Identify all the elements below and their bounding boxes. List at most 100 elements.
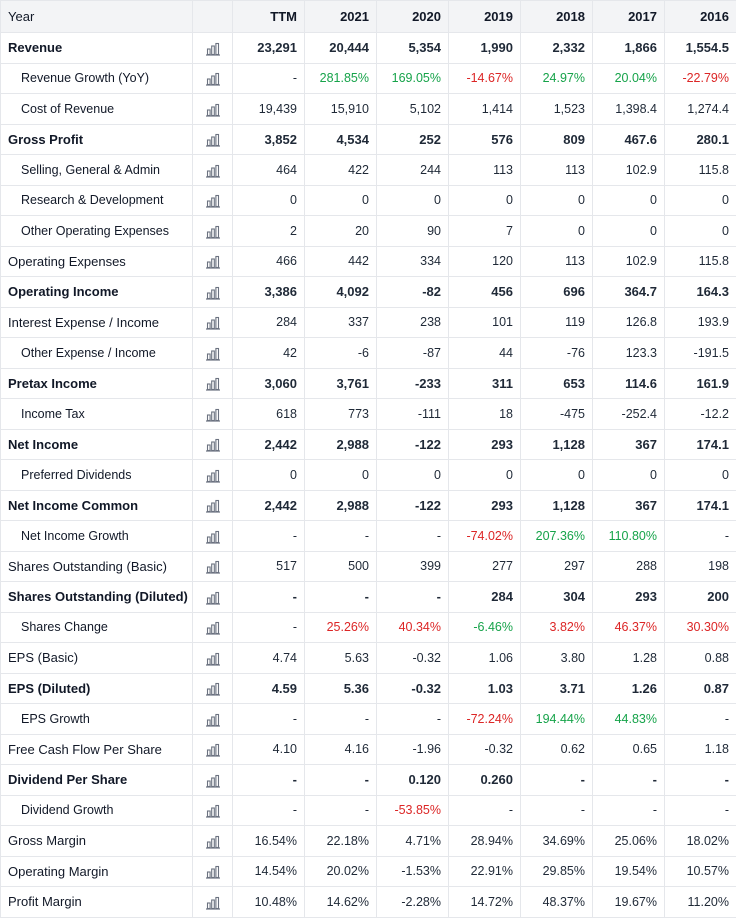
- table-cell: 0.88: [664, 642, 736, 674]
- bar-chart-icon[interactable]: [192, 62, 233, 94]
- table-cell: 14.72%: [448, 886, 521, 918]
- table-cell: -: [664, 520, 736, 552]
- table-cell: -: [304, 703, 377, 735]
- table-cell: 0.65: [592, 733, 665, 765]
- table-cell: 22.91%: [448, 855, 521, 887]
- table-cell: 0.120: [376, 764, 449, 796]
- row-label: Gross Profit: [0, 123, 193, 155]
- table-cell: -122: [376, 428, 449, 460]
- table-row: Gross Margin 16.54% 22.18% 4.71% 28.94% 34.69…: [0, 825, 736, 857]
- table-cell: 280.1: [664, 123, 736, 155]
- bar-chart-icon[interactable]: [192, 428, 233, 460]
- table-cell: 0.87: [664, 672, 736, 704]
- table-cell: 3.82%: [520, 611, 593, 643]
- column-header[interactable]: 2017: [592, 0, 665, 33]
- table-cell: -475: [520, 398, 593, 430]
- table-cell: 284: [448, 581, 521, 613]
- bar-chart-icon[interactable]: [192, 581, 233, 613]
- bar-chart-icon[interactable]: [192, 611, 233, 643]
- row-label: Free Cash Flow Per Share: [0, 733, 193, 765]
- table-row: EPS Growth - - - -72.24% 194.44% 44.83% -: [0, 703, 736, 735]
- bar-chart-icon[interactable]: [192, 642, 233, 674]
- bar-chart-icon[interactable]: [192, 825, 233, 857]
- table-cell: 0: [520, 184, 593, 216]
- row-label: Preferred Dividends: [0, 459, 193, 491]
- bar-chart-icon[interactable]: [192, 337, 233, 369]
- table-cell: 281.85%: [304, 62, 377, 94]
- header-row: Year TTM 2021 2020 2019 2018 2017 2016: [0, 0, 736, 33]
- bar-chart-icon[interactable]: [192, 703, 233, 735]
- table-cell: 164.3: [664, 276, 736, 308]
- table-row: Other Operating Expenses 2 20 90 7 0 0 0: [0, 215, 736, 247]
- table-cell: 3,761: [304, 367, 377, 399]
- table-cell: 0: [304, 459, 377, 491]
- bar-chart-icon[interactable]: [192, 764, 233, 796]
- table-cell: -: [520, 794, 593, 826]
- bar-chart-icon[interactable]: [192, 154, 233, 186]
- bar-chart-icon[interactable]: [192, 459, 233, 491]
- bar-chart-icon[interactable]: [192, 123, 233, 155]
- row-label: Profit Margin: [0, 886, 193, 918]
- table-cell: 18.02%: [664, 825, 736, 857]
- table-cell: 0: [592, 459, 665, 491]
- table-row: Shares Outstanding (Diluted) - - -284 304 293…: [0, 581, 736, 613]
- bar-chart-icon[interactable]: [192, 672, 233, 704]
- table-cell: 293: [448, 428, 521, 460]
- table-cell: 3,852: [232, 123, 305, 155]
- table-cell: 0: [232, 184, 305, 216]
- bar-chart-icon[interactable]: [192, 794, 233, 826]
- table-cell: -: [376, 581, 449, 613]
- table-cell: 0: [304, 184, 377, 216]
- table-cell: -: [448, 794, 521, 826]
- table-row: Pretax Income 3,060 3,761 -233 311 653 114.6 16…: [0, 367, 736, 399]
- table-cell: 22.18%: [304, 825, 377, 857]
- bar-chart-icon[interactable]: [192, 520, 233, 552]
- table-cell: 1,523: [520, 93, 593, 125]
- row-label: Operating Margin: [0, 855, 193, 887]
- row-label: EPS (Diluted): [0, 672, 193, 704]
- table-cell: 19.67%: [592, 886, 665, 918]
- table-cell: 284: [232, 306, 305, 338]
- column-header[interactable]: 2016: [664, 0, 736, 33]
- bar-chart-icon[interactable]: [192, 184, 233, 216]
- column-header[interactable]: 2018: [520, 0, 593, 33]
- column-header[interactable]: 2020: [376, 0, 449, 33]
- table-cell: 23,291: [232, 32, 305, 64]
- bar-chart-icon[interactable]: [192, 398, 233, 430]
- table-cell: 20.04%: [592, 62, 665, 94]
- table-cell: 115.8: [664, 154, 736, 186]
- table-cell: 0: [664, 459, 736, 491]
- bar-chart-icon[interactable]: [192, 367, 233, 399]
- bar-chart-icon[interactable]: [192, 215, 233, 247]
- table-cell: -111: [376, 398, 449, 430]
- bar-chart-icon[interactable]: [192, 733, 233, 765]
- table-cell: 0: [448, 459, 521, 491]
- bar-chart-icon[interactable]: [192, 489, 233, 521]
- table-row: Shares Outstanding (Basic) 517 500 399 277 29…: [0, 550, 736, 582]
- row-label: Shares Outstanding (Diluted): [0, 581, 193, 613]
- table-body: Revenue 23,291 20,444 5,354 1,990 2,332 1,866 1…: [0, 32, 736, 918]
- table-cell: 4,534: [304, 123, 377, 155]
- table-cell: 2,988: [304, 489, 377, 521]
- table-cell: 115.8: [664, 245, 736, 277]
- column-header[interactable]: 2019: [448, 0, 521, 33]
- column-header[interactable]: 2021: [304, 0, 377, 33]
- table-cell: 277: [448, 550, 521, 582]
- bar-chart-icon[interactable]: [192, 245, 233, 277]
- table-row: Net Income Common 2,442 2,988 -122 293 1,128 3…: [0, 489, 736, 521]
- table-cell: 10.57%: [664, 855, 736, 887]
- table-cell: 30.30%: [664, 611, 736, 643]
- table-cell: -122: [376, 489, 449, 521]
- bar-chart-icon[interactable]: [192, 886, 233, 918]
- bar-chart-icon[interactable]: [192, 550, 233, 582]
- table-cell: 2,988: [304, 428, 377, 460]
- table-cell: 174.1: [664, 489, 736, 521]
- table-cell: 2: [232, 215, 305, 247]
- bar-chart-icon[interactable]: [192, 276, 233, 308]
- bar-chart-icon[interactable]: [192, 32, 233, 64]
- bar-chart-icon[interactable]: [192, 93, 233, 125]
- bar-chart-icon[interactable]: [192, 855, 233, 887]
- table-cell: 399: [376, 550, 449, 582]
- column-header[interactable]: TTM: [232, 0, 305, 33]
- bar-chart-icon[interactable]: [192, 306, 233, 338]
